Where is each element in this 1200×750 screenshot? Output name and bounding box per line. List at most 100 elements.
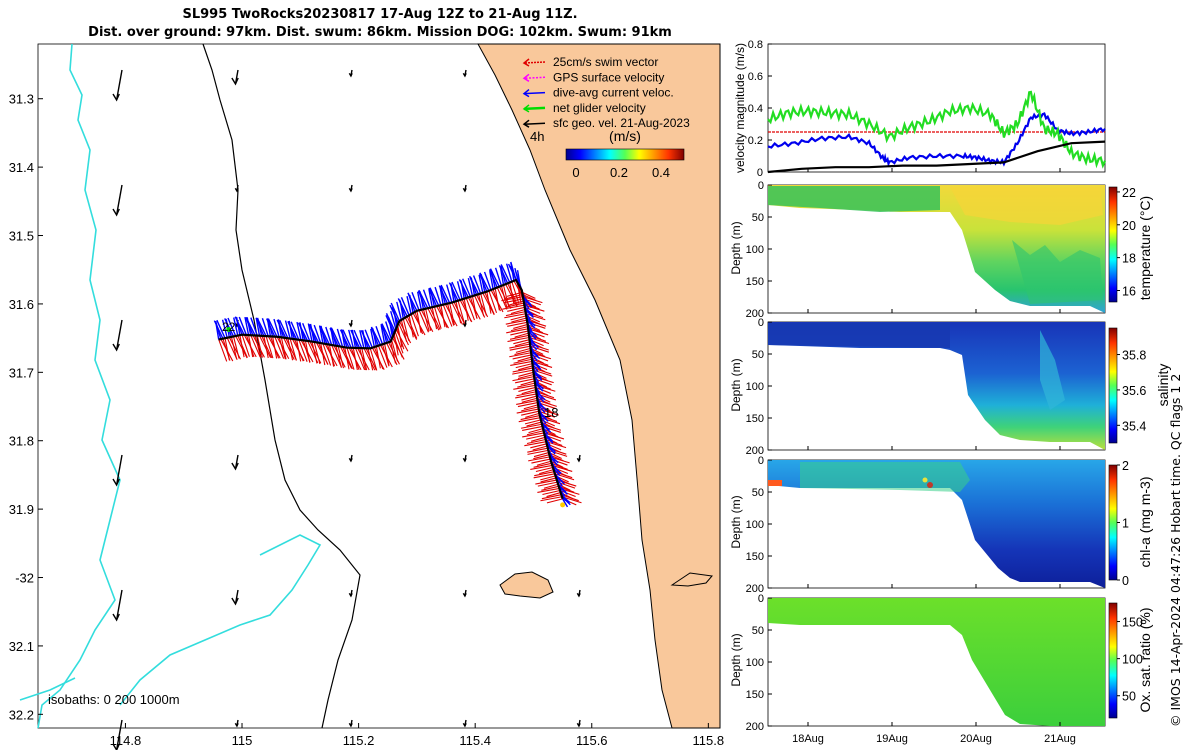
swim-vector	[422, 309, 430, 332]
current-vector	[534, 380, 544, 390]
current-vector	[308, 324, 320, 344]
swim-vector	[556, 479, 577, 487]
swim-vector	[298, 339, 308, 362]
colorbar-tick-0: 0	[572, 165, 579, 180]
current-vector	[505, 263, 513, 282]
swim-vector	[540, 477, 557, 483]
current-vector	[548, 454, 559, 464]
swim-vector	[512, 376, 535, 382]
current-vector	[276, 319, 287, 339]
swim-vector	[440, 305, 446, 328]
map-y-tick-label: -32	[15, 571, 34, 586]
current-vector	[527, 328, 538, 338]
geo-velocity-arrowhead	[348, 592, 353, 598]
temperature-ylabel: Depth (m)	[729, 221, 743, 274]
current-vector	[483, 271, 492, 291]
oxygen-axes: 0 50 100 150 200 50 100 150	[746, 593, 1143, 733]
geo-velocity-arrowhead	[231, 462, 239, 471]
temperature-depth-tick-label: 200	[746, 308, 764, 320]
salinity-plume	[1040, 330, 1065, 410]
swim-vector	[539, 469, 554, 475]
geo-velocity-arrowhead	[348, 72, 353, 78]
map-x-tick-label: 115.2	[343, 733, 375, 748]
swim-vector	[546, 492, 561, 498]
current-vector	[400, 297, 410, 316]
swim-vector	[528, 334, 547, 342]
geo-velocity-arrowhead	[576, 592, 581, 598]
current-vector	[287, 321, 298, 340]
oxygen-cb-tick-label: 150	[1122, 616, 1143, 630]
swim-vector	[533, 369, 553, 377]
current-vector	[302, 322, 311, 342]
salinity-depth-tick-label: 150	[746, 413, 764, 425]
garden-island	[670, 572, 713, 587]
swim-vector	[263, 335, 269, 359]
swim-vector	[427, 307, 440, 331]
isobath-1000m-tip	[19, 677, 76, 701]
swim-vector	[540, 496, 563, 502]
geo-velocity-arrowhead	[348, 322, 353, 328]
colorbar-unit-label: (m/s)	[609, 128, 641, 144]
swim-vector	[400, 319, 408, 343]
temperature-cb-tick-label: 16	[1122, 285, 1136, 299]
swim-vector	[523, 404, 539, 410]
velocity-y-tick-label: 0	[757, 167, 763, 179]
swim-vector	[331, 344, 342, 368]
map-y-axis: 31.3 31.4 31.5 31.6 31.7 31.8 31.9 -32 32.1 32.2	[9, 92, 43, 722]
current-vector	[524, 308, 534, 318]
current-vector	[494, 267, 503, 287]
swim-vector	[503, 298, 524, 304]
current-vector	[532, 369, 543, 379]
swim-vector	[526, 421, 542, 427]
chla-cb-label: chl-a (mg m-3)	[1137, 476, 1153, 567]
current-vector	[279, 319, 289, 339]
swim-vector	[506, 293, 523, 300]
isobath-200m	[202, 43, 361, 729]
swim-vector	[521, 406, 539, 412]
current-vector	[381, 323, 392, 342]
temperature-warm-patch	[950, 186, 1103, 225]
swim-vector	[431, 307, 438, 330]
swim-vector	[233, 336, 240, 359]
salinity-axes: 0 50 100 150 200 35.4 35.6 35.8	[746, 317, 1147, 457]
geo-velocity-arrowhead	[112, 743, 120, 750]
swim-vector	[530, 464, 553, 470]
swim-vector	[518, 417, 541, 423]
swim-vector	[265, 335, 274, 359]
swim-vector	[521, 397, 538, 403]
current-vector	[348, 329, 354, 349]
geo-velocity-arrowhead	[462, 322, 467, 328]
swim-vector	[313, 341, 321, 365]
swim-vector	[522, 425, 543, 431]
geo-velocity-arrowhead	[576, 457, 581, 463]
swim-vector	[335, 345, 342, 368]
chla-cb-tick-label: 1	[1122, 517, 1129, 531]
swim-vector	[531, 358, 549, 366]
salinity-depth-tick-label: 50	[752, 349, 764, 361]
swim-vector	[515, 347, 531, 353]
swim-vector	[516, 399, 538, 405]
geo-velocity-arrowhead	[576, 722, 581, 728]
time-tick-label: 20Aug	[960, 733, 992, 745]
temperature-cb-label: temperature (°C)	[1137, 196, 1153, 300]
swim-vector	[512, 369, 534, 375]
swim-vector	[537, 481, 558, 487]
chla-shelf-peak	[768, 480, 782, 486]
map-y-tick-label: 31.6	[9, 297, 34, 312]
current-vector	[531, 360, 542, 370]
swim-vector	[500, 285, 508, 308]
current-vector	[290, 321, 300, 341]
swim-vector	[429, 307, 441, 330]
current-vector	[380, 325, 386, 344]
swim-vector	[278, 336, 286, 360]
chla-depth-tick-label: 150	[746, 551, 764, 563]
velocity-y-tick-label: 0.8	[748, 39, 763, 51]
geo-velocity-arrowhead	[348, 722, 353, 728]
legend-line	[523, 61, 546, 64]
temperature-cb-tick-label: 18	[1122, 252, 1136, 266]
current-vector	[318, 325, 328, 345]
swim-vector	[526, 438, 546, 445]
current-vector	[562, 498, 569, 508]
geo-velocity-arrowhead	[234, 722, 239, 728]
